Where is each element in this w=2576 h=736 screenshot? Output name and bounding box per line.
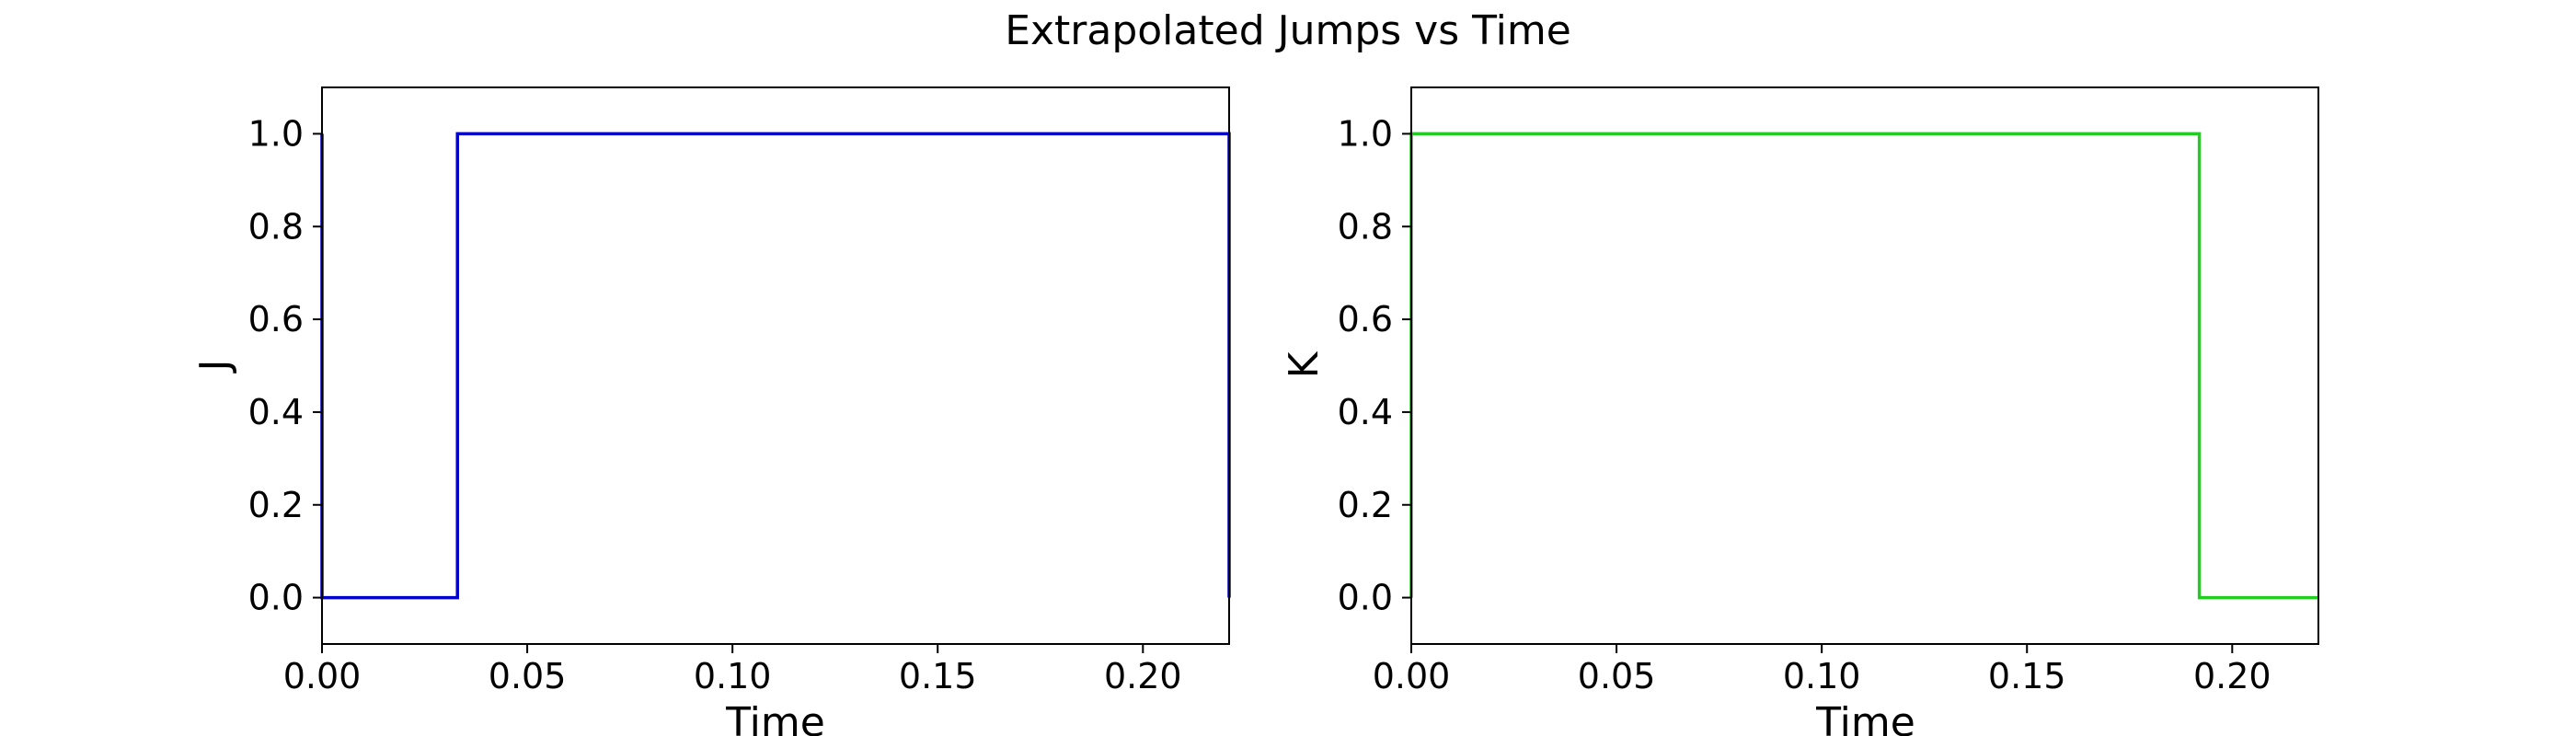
subplot-j-xtick-label: 0.00 bbox=[283, 656, 362, 696]
subplot-j-ylabel: J bbox=[191, 360, 238, 374]
subplot-j-xlabel: Time bbox=[725, 699, 825, 736]
subplot-k-xtick-label: 0.20 bbox=[2193, 656, 2271, 696]
subplot-j-series-line bbox=[320, 132, 1231, 600]
subplot-j-ytick-label: 0.4 bbox=[248, 392, 304, 432]
subplot-j-xtick-label: 0.05 bbox=[489, 656, 567, 696]
subplot-j-ytick-label: 0.6 bbox=[248, 299, 304, 339]
subplot-j-ytick-label: 0.2 bbox=[248, 485, 304, 525]
subplot-k-xtick-label: 0.00 bbox=[1373, 656, 1451, 696]
subplot-k-ylabel: K bbox=[1281, 351, 1328, 378]
subplot-k-ytick-label: 0.2 bbox=[1338, 485, 1393, 525]
subplot-k: K Time 0.00 0.05 0.10 0.15 0.20 0.0 0.2 0.4 0.6 0… bbox=[1281, 86, 2319, 736]
subplot-k-xlabel: Time bbox=[1815, 699, 1915, 736]
subplot-k-xtick-label: 0.10 bbox=[1783, 656, 1861, 696]
subplot-j-axes-frame bbox=[321, 86, 1230, 645]
subplot-j-xtick-label: 0.15 bbox=[899, 656, 977, 696]
subplot-k-xtick-label: 0.15 bbox=[1988, 656, 2066, 696]
subplot-k-series-line bbox=[1409, 132, 2318, 600]
subplot-k-ytick-label: 0.8 bbox=[1338, 206, 1393, 247]
figure-title: Extrapolated Jumps vs Time bbox=[1005, 7, 1571, 54]
subplot-j-ytick-label: 0.8 bbox=[248, 206, 304, 247]
subplot-j: J Time 0.00 0.05 0.10 0.15 0.20 0.0 0.2 0.4 0.6 0… bbox=[191, 86, 1231, 736]
subplot-k-ytick-label: 0.0 bbox=[1338, 578, 1393, 618]
subplot-k-ytick-label: 0.6 bbox=[1338, 299, 1393, 339]
subplot-k-axes-frame bbox=[1410, 86, 2319, 645]
subplot-j-xtick-label: 0.20 bbox=[1104, 656, 1182, 696]
subplot-k-ytick-label: 1.0 bbox=[1338, 113, 1393, 154]
subplot-j-ytick-label: 0.0 bbox=[248, 578, 304, 618]
subplot-k-ytick-label: 0.4 bbox=[1338, 392, 1393, 432]
subplot-j-xtick-label: 0.10 bbox=[694, 656, 772, 696]
subplot-k-xtick-label: 0.05 bbox=[1578, 656, 1656, 696]
subplot-j-ytick-label: 1.0 bbox=[248, 113, 304, 154]
